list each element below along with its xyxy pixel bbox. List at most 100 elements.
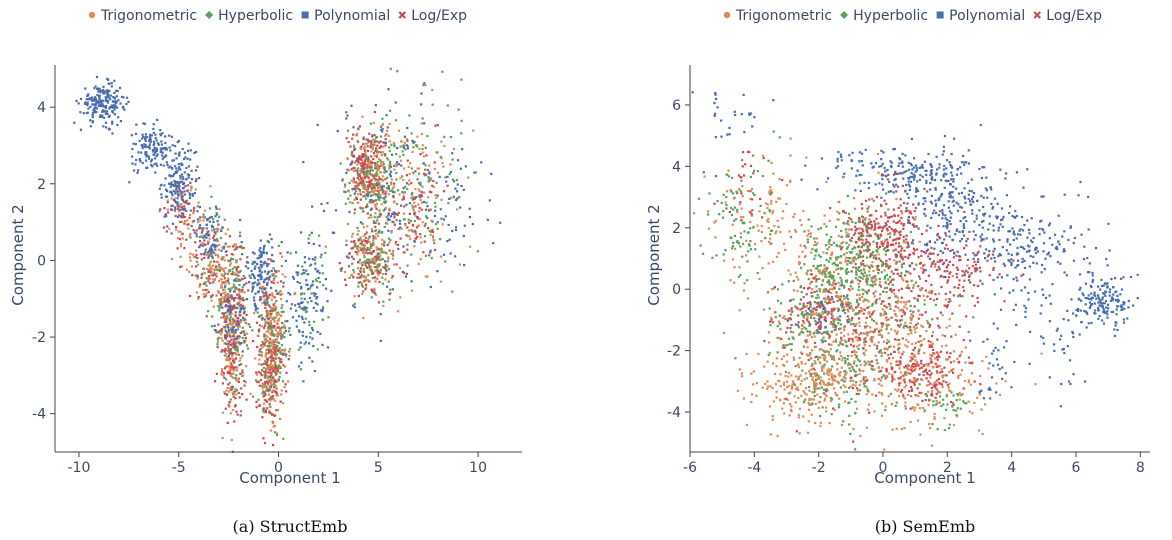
data-point [358, 155, 361, 158]
data-point [187, 165, 191, 168]
data-point [91, 96, 94, 99]
data-point [175, 201, 178, 204]
data-point [274, 344, 277, 347]
data-point [179, 220, 182, 223]
data-point [945, 395, 948, 398]
data-point [882, 151, 885, 154]
data-point [882, 340, 886, 343]
data-point [267, 277, 271, 281]
data-point [319, 309, 323, 312]
data-point [314, 302, 317, 305]
data-point [238, 363, 241, 367]
data-point [268, 398, 271, 401]
data-point [923, 408, 926, 412]
data-point [277, 333, 281, 336]
data-point [385, 215, 388, 219]
data-point [209, 269, 212, 272]
data-point [396, 213, 399, 216]
data-point [397, 129, 401, 132]
data-point [369, 191, 372, 194]
data-point [388, 167, 391, 170]
data-point [858, 333, 861, 336]
data-point [734, 113, 737, 117]
data-point [230, 363, 233, 366]
data-point [394, 240, 398, 244]
data-point [886, 220, 890, 223]
data-point [807, 358, 810, 362]
data-point [295, 319, 298, 322]
data-point [187, 227, 190, 230]
data-point [294, 304, 297, 307]
data-point [379, 178, 382, 181]
data-point [136, 171, 139, 174]
data-point [259, 269, 262, 272]
data-point [416, 217, 420, 220]
data-point [784, 374, 787, 378]
data-point [893, 345, 896, 348]
data-point [268, 327, 271, 330]
data-point [322, 209, 326, 213]
data-point [837, 267, 840, 270]
data-point [964, 361, 967, 364]
data-point [359, 267, 363, 270]
data-point [256, 274, 260, 277]
data-point [339, 162, 342, 165]
data-point [219, 293, 222, 296]
data-point [412, 171, 415, 174]
data-point [385, 252, 388, 255]
data-point [757, 352, 760, 356]
data-point [1106, 310, 1109, 313]
data-point [419, 153, 422, 156]
data-point [1119, 277, 1123, 280]
data-point [468, 215, 472, 219]
data-point [417, 188, 420, 191]
data-point [909, 372, 912, 375]
data-point [400, 227, 403, 230]
data-point [414, 229, 417, 233]
data-point [152, 131, 155, 134]
data-point [277, 331, 280, 334]
data-point [185, 209, 188, 213]
data-point [231, 267, 234, 270]
data-point [865, 238, 868, 241]
data-point [226, 343, 229, 346]
data-point [908, 300, 911, 303]
data-point [233, 338, 236, 341]
data-point [281, 255, 284, 258]
data-point [1086, 271, 1090, 274]
data-point [367, 162, 370, 165]
data-point [171, 204, 174, 207]
data-point [94, 103, 97, 107]
data-point [1097, 301, 1100, 304]
data-point [244, 336, 247, 339]
data-point [405, 182, 409, 185]
data-point [911, 388, 914, 391]
data-point [278, 347, 281, 350]
data-point [948, 423, 951, 426]
data-point [424, 146, 427, 149]
data-point [137, 151, 140, 154]
data-point [985, 189, 988, 192]
data-point [361, 169, 364, 172]
data-point [272, 357, 275, 360]
data-point [228, 401, 231, 404]
data-point [427, 176, 430, 179]
data-point [799, 374, 802, 377]
data-point [110, 106, 113, 109]
data-point [232, 395, 235, 398]
legend-marker-diamond [840, 11, 849, 19]
data-point [814, 389, 817, 392]
data-point [373, 140, 376, 144]
data-point [1019, 245, 1023, 249]
data-point [749, 227, 752, 230]
data-point [298, 281, 302, 285]
data-point [380, 154, 383, 157]
data-point [128, 181, 131, 184]
data-point [996, 202, 999, 205]
data-point [274, 346, 278, 349]
data-point [274, 371, 277, 374]
data-point [138, 158, 142, 161]
data-point [939, 311, 942, 314]
data-point [935, 155, 938, 158]
data-point [420, 122, 423, 125]
